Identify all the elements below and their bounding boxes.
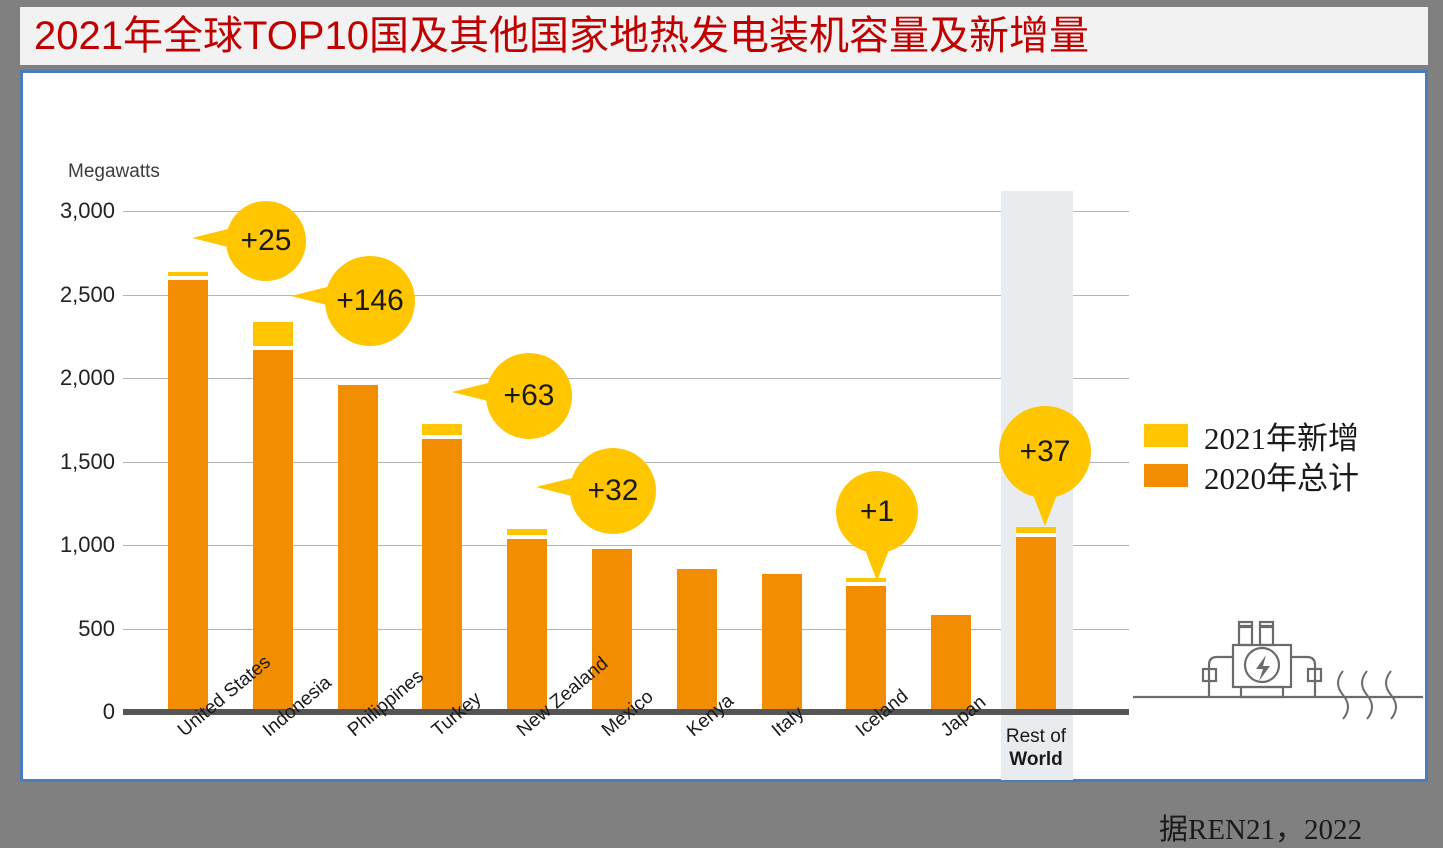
chart-panel: Megawatts 0 500 1,000 1,500 2,000 2,500 3,000 … (20, 70, 1428, 846)
geothermal-power-plant-icon (1133, 601, 1423, 731)
gridline (123, 294, 1129, 296)
bar-segment-total-2020 (676, 569, 717, 712)
callout-bubble-plus32: +32 (536, 448, 656, 534)
legend-swatch-2021 (1144, 423, 1188, 447)
y-tick-label: 3,000 (59, 198, 115, 223)
y-tick-label: 500 (78, 615, 115, 641)
y-tick-label: 2,000 (59, 365, 115, 390)
callout-bubble-plus63: +63 (452, 353, 572, 439)
bar-segment-added-2021 (1016, 526, 1056, 533)
y-tick-label: 2,500 (59, 281, 115, 307)
slide: 2021年全球TOP10国及其他国家地热发电装机容量及新增量 Megawatts… (20, 7, 1428, 846)
bar-segment-total-2020 (592, 549, 632, 712)
x-axis-label-rest-of-world: Rest of World (1005, 726, 1067, 771)
bar-segment-total-2020 (846, 585, 887, 712)
y-tick-label: 1,000 (59, 532, 115, 557)
bar-segment-total-2020 (507, 538, 548, 712)
legend-item-2021: 2021年新增 (1144, 415, 1359, 456)
callout-bubble-plus37: +37 (999, 406, 1091, 526)
bar-segment-gap (252, 346, 293, 351)
callout-label: +25 (226, 201, 306, 281)
callout-label: +1 (836, 471, 918, 553)
bar-segment-total-2020 (422, 438, 463, 712)
gridline (123, 378, 1129, 379)
callout-label: +32 (570, 448, 656, 534)
bar-segment-gap (422, 434, 463, 439)
y-tick-label: 1,500 (59, 448, 115, 474)
gridline (123, 545, 1129, 546)
bar-segment-added-2021 (507, 529, 548, 535)
callout-label: +146 (325, 256, 415, 346)
bar-segment-gap (168, 275, 208, 280)
callout-bubble-plus25: +25 (192, 201, 306, 281)
bar-segment-gap (846, 581, 887, 586)
gridline (123, 211, 1129, 212)
bar-segment-total-2020 (1016, 536, 1056, 712)
page-title: 2021年全球TOP10国及其他国家地热发电装机容量及新增量 (34, 14, 1089, 58)
legend-item-2020: 2020年总计 (1144, 455, 1359, 496)
bar-segment-added-2021 (168, 271, 208, 276)
bar-segment-gap (507, 534, 548, 539)
bar-segment-total-2020 (931, 614, 972, 712)
bar-segment-total-2020 (252, 350, 293, 712)
slide-title-band: 2021年全球TOP10国及其他国家地热发电装机容量及新增量 (20, 7, 1428, 65)
x-axis-baseline (123, 709, 1129, 715)
callout-label: +37 (999, 406, 1091, 498)
bar-segment-total-2020 (337, 384, 378, 712)
y-axis-title: Megawatts (68, 161, 160, 182)
callout-bubble-plus1: +1 (836, 471, 918, 581)
callout-bubble-plus146: +146 (291, 256, 415, 346)
legend-label-2020: 2020年总计 (1204, 460, 1359, 496)
legend-label-2021: 2021年新增 (1204, 420, 1359, 456)
y-tick-label: 0 (102, 699, 115, 724)
source-note: 据REN21，2022 (1159, 814, 1363, 846)
chart-plot-area: Megawatts 0 500 1,000 1,500 2,000 2,500 3,000 … (23, 73, 1425, 846)
bar-segment-total-2020 (168, 279, 208, 712)
bar-segment-added-2021 (422, 424, 463, 435)
callout-label: +63 (486, 353, 572, 439)
legend-swatch-2020 (1144, 463, 1188, 487)
bar-segment-added-2021 (252, 321, 293, 347)
bar-segment-total-2020 (761, 574, 802, 712)
bar-segment-gap (1016, 532, 1056, 537)
chart-legend: 2021年新增 2020年总计 (1144, 415, 1359, 496)
